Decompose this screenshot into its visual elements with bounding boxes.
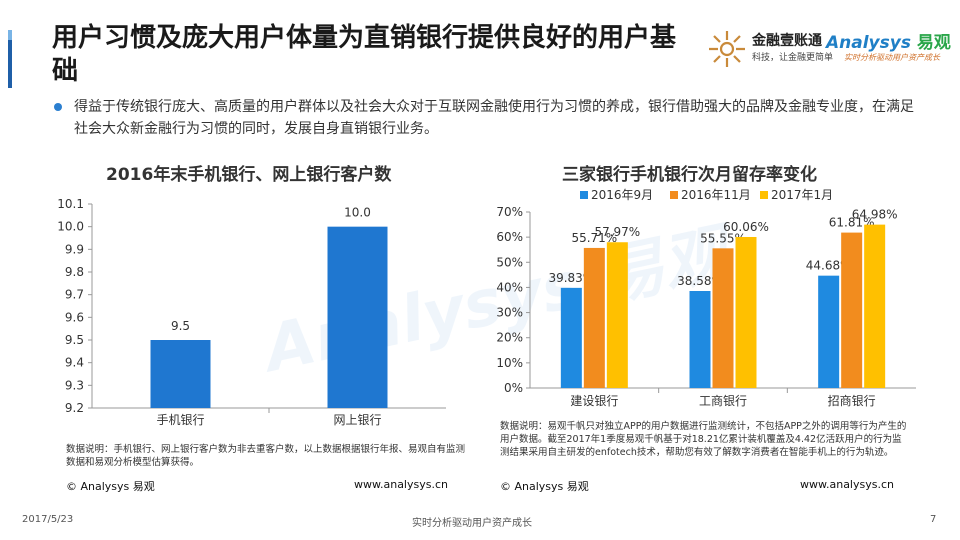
left-y-tick-label: 9.7	[65, 288, 84, 302]
left-y-tick-label: 9.9	[65, 242, 84, 256]
right-data-note: 数据说明：易观千帆只对独立APP的用户数据进行监测统计，不包括APP之外的调用等…	[500, 421, 907, 458]
left-x-tick-label: 网上银行	[333, 413, 381, 427]
jrys-logo-name: 金融壹账通	[752, 33, 822, 49]
right-y-tick-label: 60%	[496, 230, 523, 244]
left-url[interactable]: www.analysys.cn	[354, 478, 448, 491]
right-bar	[583, 247, 605, 388]
right-bar-value-label: 61.81%	[829, 216, 875, 230]
left-y-tick-label: 9.5	[65, 333, 84, 347]
right-bar	[841, 232, 863, 388]
left-chart: 9.2 9.3 9.4 9.5 9.6 9.7 9.8 9.9 10.0 10.1 9.5 手机银行 1…	[57, 197, 446, 427]
footer-date: 2017/5/23	[22, 514, 74, 525]
left-x-tick-label: 手机银行	[156, 413, 204, 427]
left-y-tick-label: 10.1	[57, 197, 84, 211]
right-x-tick-label: 招商银行	[828, 393, 876, 408]
right-y-tick-label: 40%	[496, 280, 523, 294]
legend-swatch	[760, 191, 768, 199]
right-chart-title: 三家银行手机银行次月留存率变化	[562, 165, 817, 185]
legend-label: 2016年11月	[681, 188, 751, 202]
right-bar	[735, 236, 757, 388]
left-y-tick-label: 10.0	[57, 220, 84, 234]
right-x-tick-label: 工商银行	[699, 393, 747, 408]
right-bar-value-label: 60.06%	[723, 220, 769, 234]
right-y-tick-label: 10%	[496, 356, 523, 370]
right-bar	[864, 224, 886, 388]
jrys-logo: 金融壹账通 科技，让金融更简单	[706, 28, 833, 70]
footer-page-number: 7	[930, 514, 937, 525]
right-bar-value-label: 64.98%	[852, 208, 898, 222]
left-y-tick-label: 9.3	[65, 378, 84, 392]
right-y-tick-label: 0%	[504, 381, 523, 395]
left-bar-value-label: 9.5	[171, 319, 190, 333]
legend-label: 2017年1月	[771, 188, 833, 202]
title-accent-bar	[8, 30, 12, 88]
left-bar-value-label: 10.0	[344, 206, 371, 220]
left-y-tick-label: 9.6	[65, 310, 84, 324]
right-y-tick-label: 50%	[496, 255, 523, 269]
right-bar-value-label: 39.83%	[548, 271, 594, 285]
right-bar-value-label: 44.68%	[806, 259, 852, 273]
analysys-logo-tagline: 实时分析驱动用户资产成长	[844, 53, 940, 62]
analysys-logo-name: Analysys 易观	[826, 33, 951, 53]
right-bar	[606, 242, 628, 388]
right-bar	[712, 248, 734, 388]
jrys-logo-icon	[709, 31, 745, 67]
bullet-dot-icon	[54, 103, 62, 111]
right-bar-value-label: 57.97%	[594, 225, 640, 239]
analysys-logo: Analysys 易观 实时分析驱动用户资产成长	[826, 26, 956, 68]
right-bar	[689, 290, 711, 388]
title-accent-bar-top	[8, 30, 12, 40]
footer-slogan: 实时分析驱动用户资产成长	[412, 518, 532, 529]
right-chart: 0% 10% 20% 30% 40% 50% 60% 70% 2016年9月 2016年11月 20…	[496, 188, 916, 408]
left-chart-title: 2016年末手机银行、网上银行客户数	[106, 165, 392, 185]
legend-swatch	[580, 191, 588, 199]
left-y-tick-label: 9.2	[65, 401, 84, 415]
right-copyright: © Analysys 易观	[500, 480, 589, 493]
left-bar	[327, 226, 388, 408]
analysys-logo-name-cn: 易观	[916, 33, 951, 53]
right-y-tick-label: 20%	[496, 331, 523, 345]
right-x-tick-label: 建设银行	[570, 394, 618, 408]
legend-label: 2016年9月	[591, 188, 653, 202]
right-bar-value-label: 38.58%	[677, 274, 723, 288]
right-bar-value-label: 55.71%	[571, 231, 617, 245]
left-copyright: © Analysys 易观	[66, 480, 155, 493]
legend-swatch	[670, 191, 678, 199]
jrys-logo-tagline: 科技，让金融更简单	[752, 53, 834, 63]
left-data-note: 数据说明：手机银行、网上银行客户数为非去重客户数，以上数据根据银行年报、易观自有…	[66, 444, 466, 468]
page-title: 用户习惯及庞大用户体量为直销银行提供良好的用户基础	[52, 23, 677, 86]
right-bar	[818, 275, 840, 388]
left-y-tick-label: 9.4	[65, 356, 84, 370]
summary-bullet: 得益于传统银行庞大、高质量的用户群体以及社会大众对于互联网金融使用行为习惯的养成…	[74, 99, 914, 137]
right-bar	[560, 287, 582, 388]
right-y-tick-label: 70%	[496, 205, 523, 219]
right-bar-value-label: 55.55%	[700, 231, 746, 245]
left-bar	[150, 340, 211, 408]
right-url[interactable]: www.analysys.cn	[800, 478, 894, 491]
right-y-tick-label: 30%	[496, 306, 523, 320]
left-y-tick-label: 9.8	[65, 265, 84, 279]
